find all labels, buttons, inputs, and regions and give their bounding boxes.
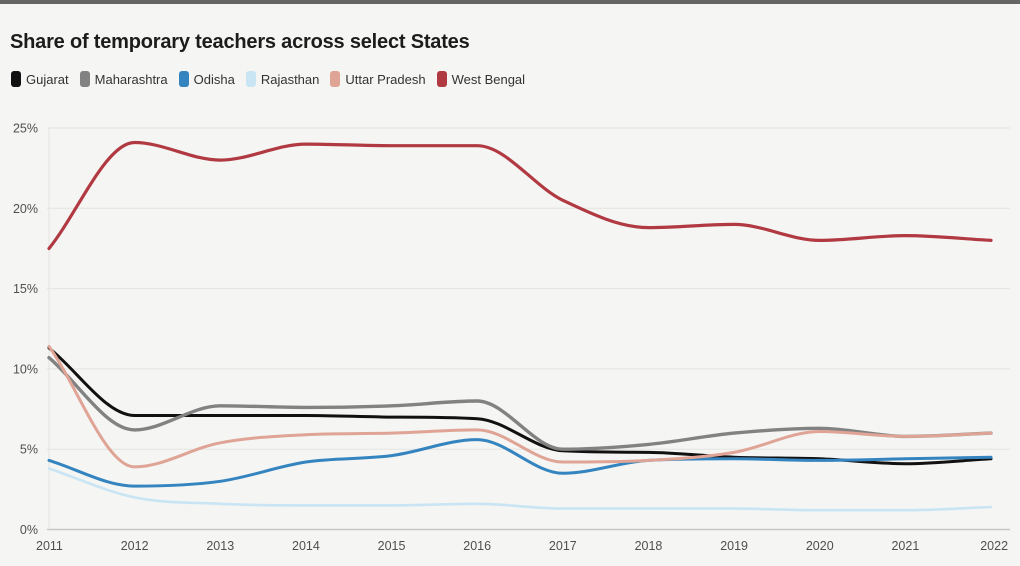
line-uttar-pradesh xyxy=(47,344,993,469)
legend-label: Uttar Pradesh xyxy=(345,71,426,87)
x-tick-label: 2019 xyxy=(720,539,748,553)
line-west-bengal xyxy=(47,140,993,251)
y-tick-label: 0% xyxy=(20,523,38,537)
legend: Gujarat Maharashtra Odisha Rajasthan Uttar P… xyxy=(11,71,525,87)
x-tick-label: 2022 xyxy=(980,539,1008,553)
line-maharashtra xyxy=(47,356,993,451)
x-tick-label: 2021 xyxy=(891,539,919,553)
legend-item-odisha: Odisha xyxy=(178,71,235,87)
legend-item-gujarat: Gujarat xyxy=(11,71,69,87)
legend-swatch-icon xyxy=(79,71,90,87)
legend-label: Odisha xyxy=(193,71,235,87)
x-tick-label: 2016 xyxy=(463,539,491,553)
x-tick-label: 2013 xyxy=(206,539,234,553)
legend-label: Maharashtra xyxy=(94,71,168,87)
legend-item-rajasthan: Rajasthan xyxy=(245,71,320,87)
legend-item-uttar-pradesh: Uttar Pradesh xyxy=(330,71,426,87)
legend-label: Rajasthan xyxy=(260,71,320,87)
y-tick-label: 25% xyxy=(13,122,38,136)
legend-label: Gujarat xyxy=(26,71,69,87)
legend-item-west-bengal: West Bengal xyxy=(436,71,526,87)
legend-swatch-icon xyxy=(11,71,21,87)
legend-swatch-icon xyxy=(178,71,189,87)
x-tick-label: 2012 xyxy=(121,539,149,553)
top-accent-bar xyxy=(0,0,1020,4)
line-rajasthan xyxy=(47,467,993,512)
x-tick-label: 2017 xyxy=(549,539,577,553)
x-tick-label: 2015 xyxy=(378,539,406,553)
y-tick-label: 15% xyxy=(13,282,38,296)
legend-swatch-icon xyxy=(245,71,256,87)
y-tick-label: 10% xyxy=(13,362,38,376)
legend-swatch-icon xyxy=(436,71,447,87)
line-odisha xyxy=(47,438,993,488)
y-tick-label: 20% xyxy=(13,202,38,216)
legend-swatch-icon xyxy=(330,71,341,87)
legend-label: West Bengal xyxy=(451,71,526,87)
chart-title: Share of temporary teachers across selec… xyxy=(10,31,470,53)
x-tick-label: 2020 xyxy=(806,539,834,553)
legend-item-maharashtra: Maharashtra xyxy=(79,71,168,87)
x-tick-label: 2014 xyxy=(292,539,320,553)
y-tick-label: 5% xyxy=(20,443,38,457)
x-tick-label: 2018 xyxy=(635,539,663,553)
x-tick-label: 2011 xyxy=(36,539,63,553)
